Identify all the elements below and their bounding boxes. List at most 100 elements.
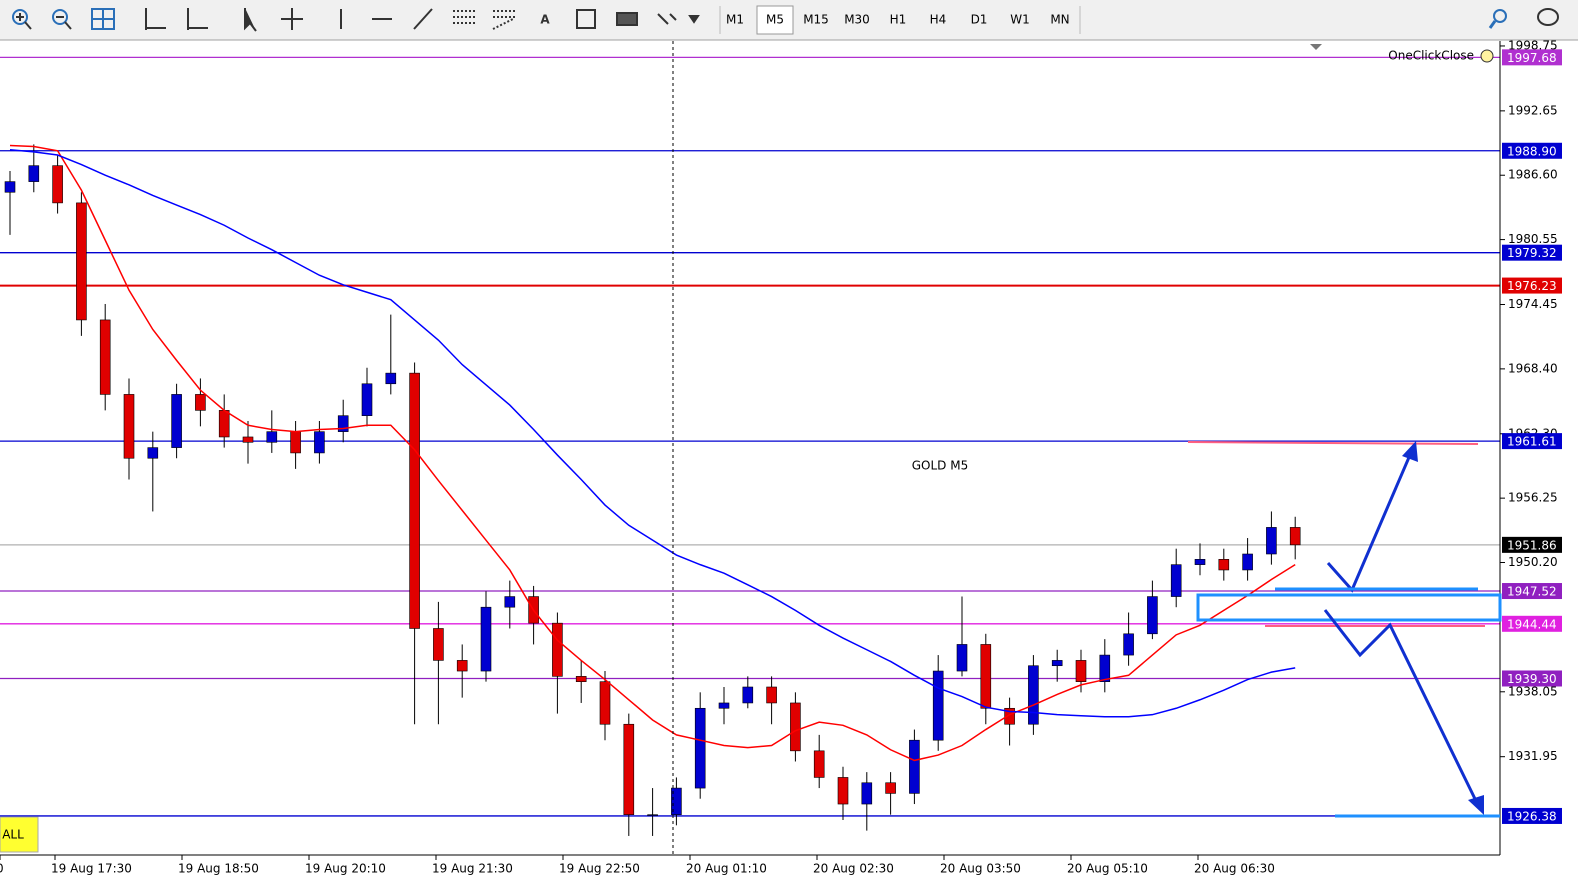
timeframe-button[interactable]: M5 [766, 13, 784, 27]
candle-body [1266, 527, 1277, 555]
candle-body [409, 372, 420, 629]
candle-body [218, 410, 230, 438]
candle-body [314, 431, 325, 454]
period-sep[interactable] [145, 8, 166, 30]
y-tick-label: 1950.20 [1508, 555, 1558, 569]
y-tick-label: 1938.05 [1508, 684, 1558, 698]
candle-body [195, 394, 206, 411]
expert-name: OneClickClose [1388, 49, 1474, 63]
price-label: 1961.61 [1507, 435, 1557, 449]
search[interactable] [1488, 9, 1507, 29]
label-tool[interactable] [576, 9, 596, 29]
candle-body [647, 814, 658, 816]
candle-body [1289, 527, 1301, 546]
price-label: 1979.32 [1507, 246, 1557, 260]
arrow-head [1468, 795, 1484, 815]
candle-body [266, 431, 278, 443]
price-label-box [1502, 244, 1562, 261]
price-label: 1976.23 [1507, 279, 1557, 293]
candle-body [52, 165, 63, 204]
candle-body [980, 644, 992, 709]
y-tick-label: 1968.40 [1508, 361, 1558, 375]
moving-average [9, 144, 1296, 762]
candle-body [861, 782, 873, 805]
x-tick-label: 19 Aug 21:30 [432, 862, 513, 876]
timeframe-button[interactable]: MN [1050, 13, 1069, 27]
svg-text:A: A [540, 13, 550, 27]
candle-body [76, 202, 87, 321]
candle-body [694, 707, 706, 789]
timeframes: M1 M5 M15 M30 H1 H4 D1 W1 MN [726, 5, 1070, 35]
chat[interactable] [1537, 8, 1559, 26]
candle-body [599, 681, 611, 725]
trendline[interactable] [413, 8, 433, 30]
x-tick-label: 20 Aug 05:10 [1067, 862, 1148, 876]
price-label-box [1502, 807, 1562, 824]
all-button-label[interactable]: ALL [2, 828, 24, 842]
drawings [1187, 441, 1502, 818]
price-label-box [1502, 583, 1562, 600]
drawn-line [1187, 441, 1479, 445]
y-tick-label: 1931.95 [1508, 749, 1558, 763]
zoom-out[interactable] [52, 9, 72, 30]
candle-body [1218, 559, 1230, 571]
arrows[interactable] [657, 13, 700, 25]
price-label: 1939.30 [1507, 672, 1557, 686]
price-label: 1947.52 [1507, 585, 1557, 599]
candle-body [242, 436, 254, 443]
expert-icon [1480, 49, 1494, 63]
candle-body [4, 181, 16, 193]
text-tool[interactable]: A [540, 13, 550, 27]
price-label: 1988.90 [1507, 144, 1557, 158]
cursor[interactable] [244, 8, 257, 32]
x-tick-label: 19 Aug 20:10 [305, 862, 386, 876]
timeframe-button[interactable]: D1 [971, 13, 988, 27]
y-tick-label: 1998.75 [1508, 38, 1558, 52]
y-tick-label: 1980.55 [1508, 232, 1558, 246]
chart-title: GOLD M5 [912, 459, 968, 473]
price-label-box [1502, 49, 1562, 66]
timeframe-button[interactable]: M15 [803, 13, 829, 27]
candle-body [433, 628, 444, 661]
price-label: 1997.68 [1507, 51, 1557, 65]
candle-body [909, 739, 920, 794]
drawn-zone [1196, 593, 1502, 622]
shapes[interactable] [616, 12, 638, 26]
candle-body [1147, 596, 1158, 635]
all-button[interactable] [0, 816, 39, 853]
price-label: 1944.44 [1507, 617, 1557, 631]
candle-body [337, 415, 349, 432]
timeframe-button[interactable]: M30 [844, 13, 870, 27]
candle-body [718, 702, 730, 709]
candle-body [28, 165, 40, 182]
grid-toggle[interactable] [187, 8, 208, 30]
timeframe-button[interactable]: M1 [726, 13, 744, 27]
candle-body [623, 723, 635, 815]
timeframe-button[interactable]: H1 [890, 13, 907, 27]
x-tick-label: 20 Aug 01:10 [686, 862, 767, 876]
timeframe-button[interactable]: H4 [930, 13, 947, 27]
candle-body [171, 394, 182, 448]
candle-body [480, 606, 492, 672]
crosshair[interactable] [281, 8, 303, 30]
zoom-in[interactable] [12, 9, 32, 30]
candle-body [790, 702, 801, 752]
candle-body [1170, 564, 1182, 597]
y-tick-label: 1956.25 [1508, 491, 1558, 505]
candle-body [1028, 665, 1039, 725]
candle-body [1051, 660, 1063, 667]
y-tick-label: 1974.45 [1508, 297, 1558, 311]
candle-body [456, 660, 468, 672]
timeframe-button[interactable]: W1 [1010, 13, 1030, 27]
candle-body [1004, 707, 1015, 725]
candle-body [766, 686, 777, 704]
y-tick-label: 1992.65 [1508, 103, 1558, 117]
tile[interactable] [91, 8, 115, 30]
timeframe-active[interactable] [756, 5, 794, 35]
candle-body [837, 777, 849, 805]
candle-body [575, 676, 587, 682]
x-tick-label: 19 Aug 17:30 [51, 862, 132, 876]
plot [0, 56, 1500, 836]
arrow-head [1402, 441, 1418, 462]
